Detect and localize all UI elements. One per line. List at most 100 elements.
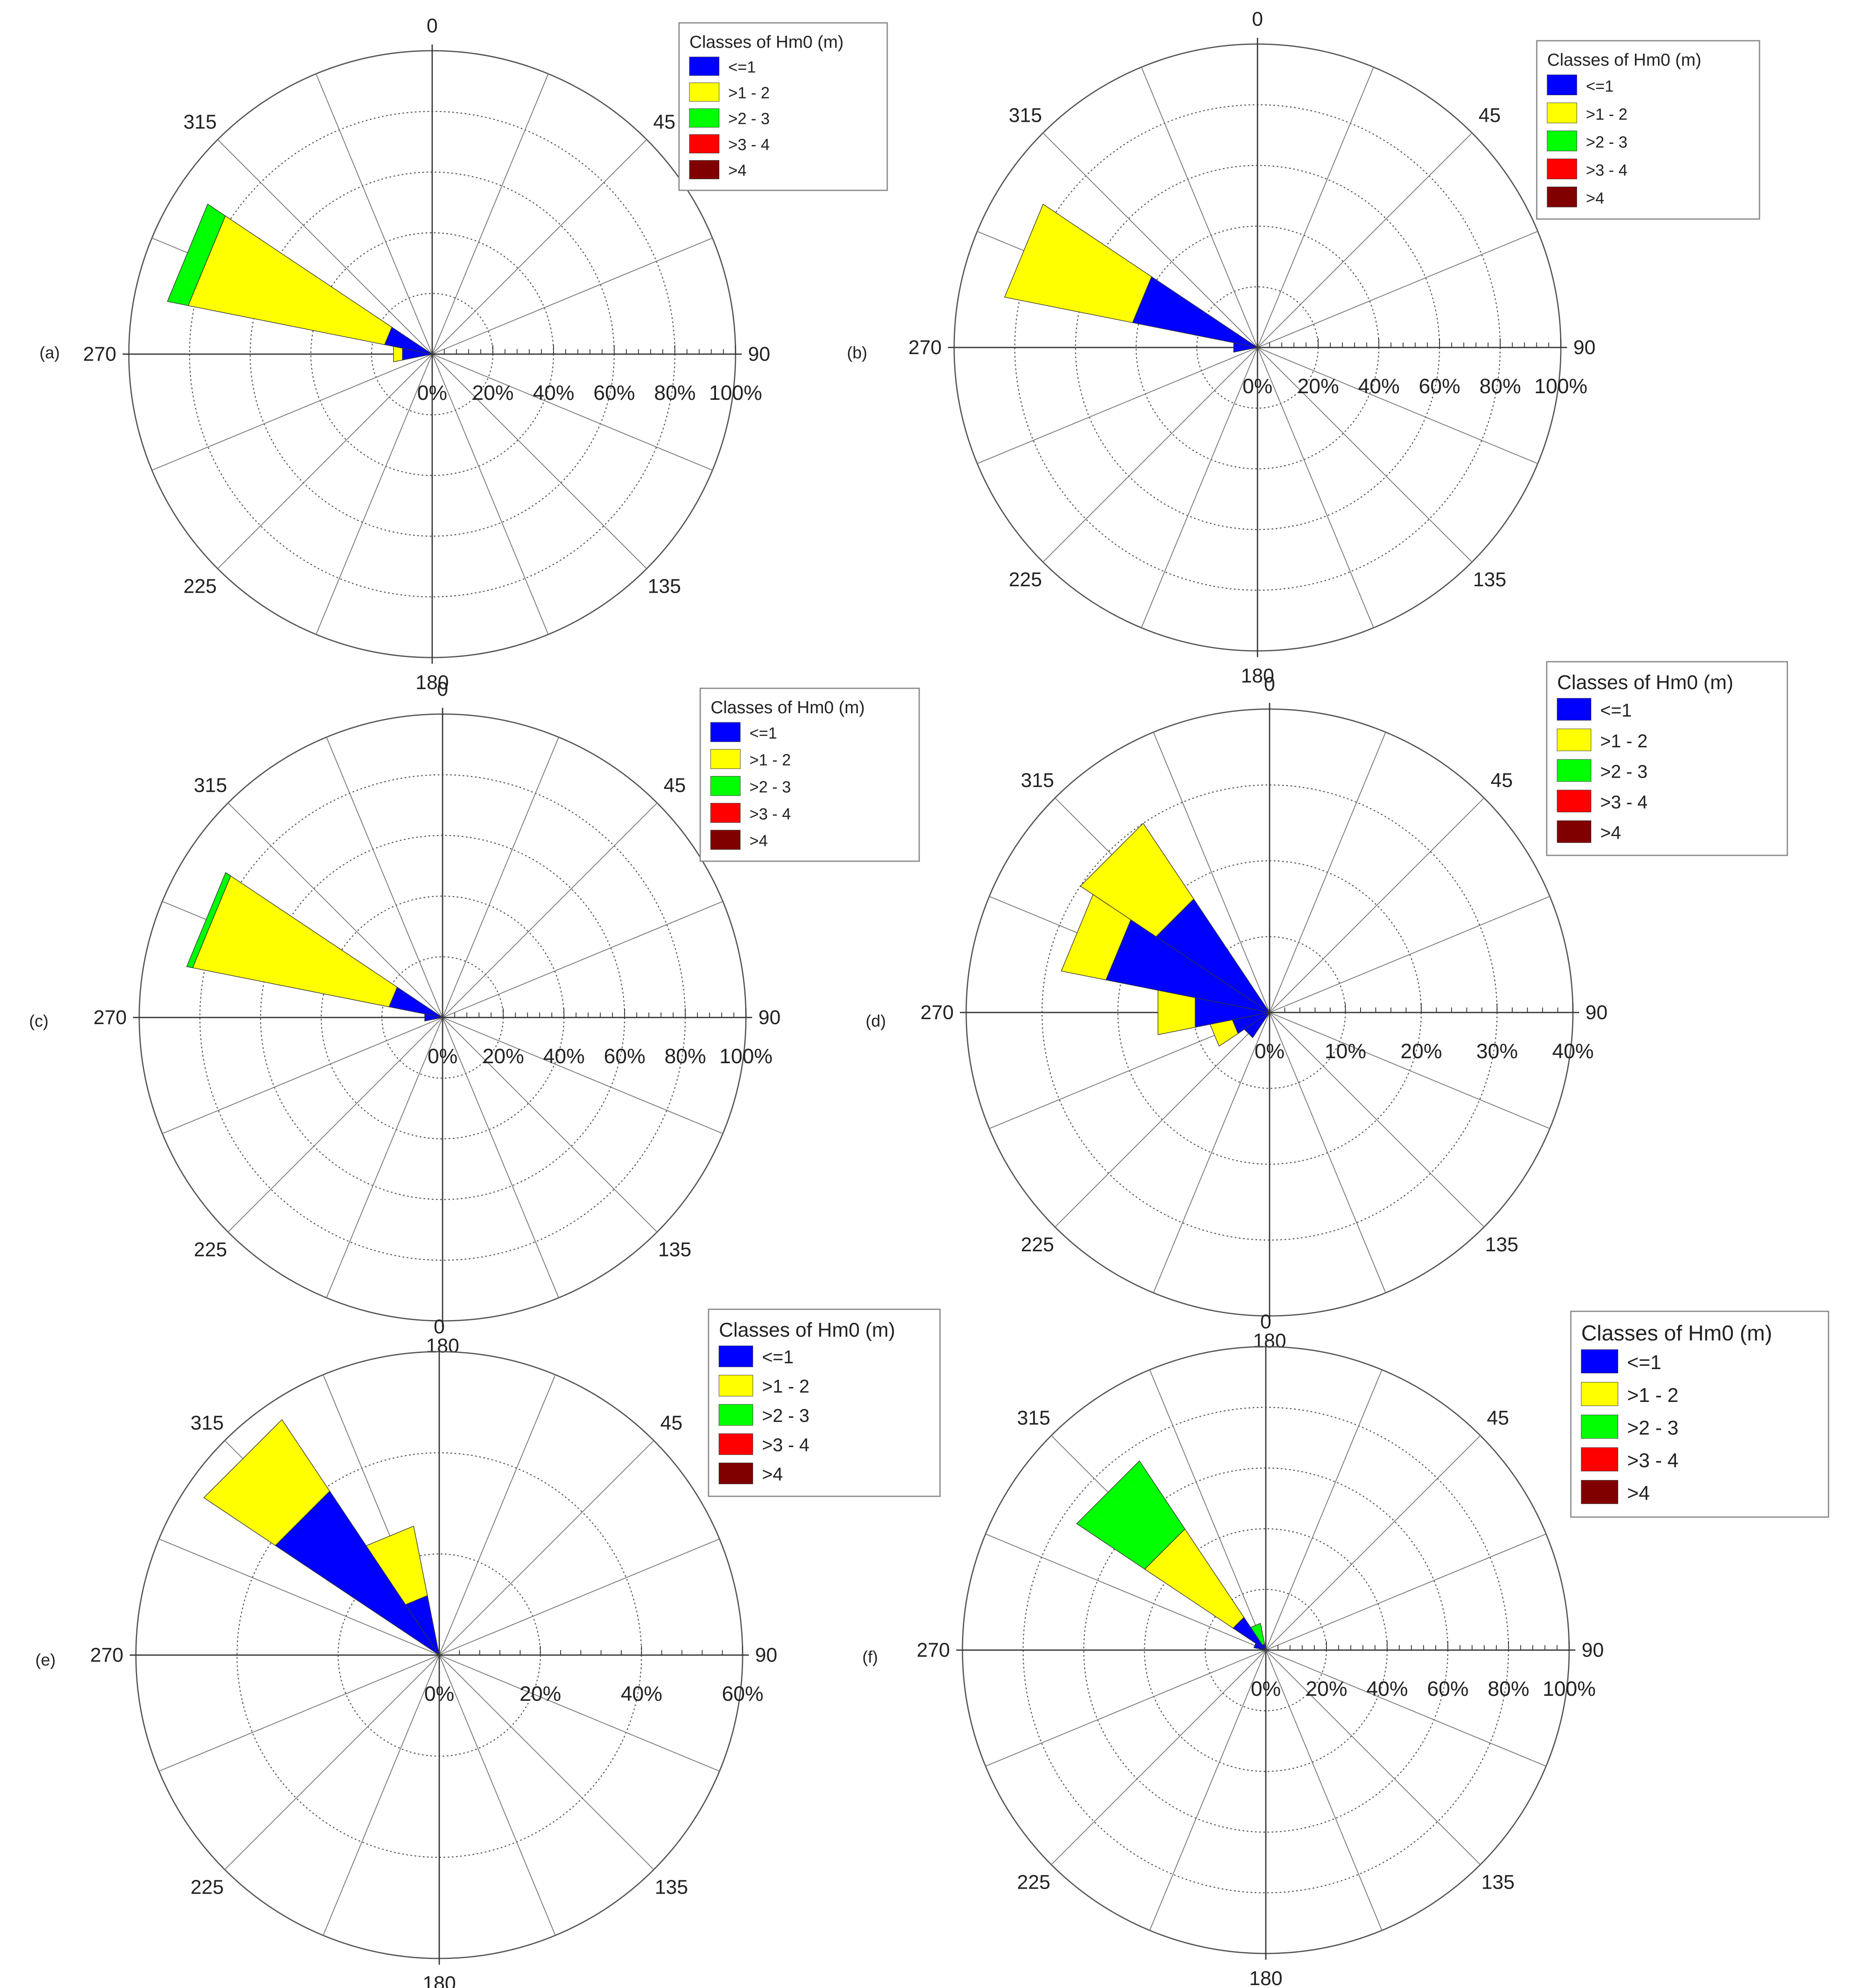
legend-title: Classes of Hm0 (m)	[1557, 672, 1733, 694]
rose-wedge-270-class-1	[424, 1013, 443, 1022]
grid-spoke	[162, 1017, 443, 1134]
grid-spoke	[1265, 1650, 1481, 1865]
grid-spoke	[1149, 1370, 1266, 1651]
grid-spoke	[1257, 133, 1472, 348]
legend-title: Classes of Hm0 (m)	[719, 1319, 895, 1341]
legend-label-4: >3 - 4	[1600, 792, 1648, 813]
direction-label-225: 225	[1017, 1872, 1050, 1894]
grid-spoke	[224, 1655, 440, 1870]
legend-swatch-4	[689, 134, 719, 153]
panel-label: (a)	[39, 344, 60, 362]
legend-label-5: >4	[728, 162, 746, 180]
legend-swatch-4	[1557, 790, 1592, 813]
legend-label-5: >4	[749, 832, 768, 850]
grid-spoke	[228, 803, 443, 1018]
grid-spoke	[1269, 732, 1386, 1013]
legend: Classes of Hm0 (m) <=1 >1 - 2 >2 - 3 >3 - 4 >…	[1570, 1311, 1829, 1518]
radial-tick-label: 60%	[1427, 1677, 1469, 1700]
legend-label-4: >3 - 4	[1586, 162, 1627, 180]
rose-wedge-292.5-class-2	[1061, 894, 1132, 980]
panel-label: (c)	[29, 1012, 49, 1030]
legend-label-5: >4	[1627, 1483, 1650, 1505]
legend-label-3: >2 - 3	[1600, 761, 1648, 782]
radial-tick-label: 40%	[1552, 1040, 1594, 1063]
direction-label-135: 135	[1481, 1872, 1515, 1894]
radial-tick-label: 40%	[533, 381, 574, 404]
legend-title: Classes of Hm0 (m)	[711, 697, 865, 717]
direction-label-45: 45	[664, 774, 686, 796]
legend-swatch-2	[710, 749, 741, 769]
direction-label-90: 90	[1582, 1639, 1604, 1661]
legend-swatch-3	[1557, 759, 1592, 782]
direction-label-0: 0	[434, 1316, 445, 1338]
legend-swatch-5	[1557, 820, 1592, 843]
legend-label-5: >4	[1600, 823, 1621, 843]
legend-label-4: >3 - 4	[749, 805, 791, 823]
direction-label-90: 90	[1585, 1002, 1607, 1024]
grid-spoke	[159, 1538, 440, 1655]
direction-label-45: 45	[1491, 769, 1513, 791]
radial-tick-label: 30%	[1476, 1040, 1518, 1063]
grid-spoke	[1257, 347, 1538, 464]
direction-label-225: 225	[194, 1239, 227, 1261]
legend-label-2: >1 - 2	[762, 1377, 810, 1397]
direction-label-135: 135	[1473, 569, 1506, 591]
grid-spoke	[1265, 1650, 1383, 1931]
direction-label-45: 45	[1487, 1407, 1509, 1429]
grid-spoke	[985, 1533, 1266, 1651]
rose-wedge-292.5-class-2	[187, 215, 392, 345]
grid-spoke	[432, 237, 713, 355]
radial-tick-label: 40%	[621, 1682, 662, 1705]
radial-tick-label: 40%	[1366, 1677, 1408, 1700]
legend-swatch-2	[1581, 1382, 1618, 1406]
legend-label-3: >2 - 3	[749, 778, 791, 796]
legend: Classes of Hm0 (m) <=1 >1 - 2 >2 - 3 >3 - 4 >…	[678, 22, 888, 191]
legend-swatch-1	[1547, 74, 1577, 96]
legend-title: Classes of Hm0 (m)	[689, 32, 844, 52]
grid-spoke	[985, 1650, 1266, 1767]
grid-spoke	[439, 1538, 720, 1655]
grid-spoke	[152, 354, 433, 471]
radial-tick-label: 0%	[417, 381, 447, 404]
legend-label-2: >1 - 2	[1586, 106, 1627, 123]
direction-label-45: 45	[1479, 104, 1501, 126]
legend-label-2: >1 - 2	[1600, 731, 1648, 751]
radial-tick-label: 20%	[519, 1682, 561, 1705]
legend-swatch-2	[1547, 102, 1577, 123]
grid-spoke	[326, 1017, 443, 1298]
grid-spoke	[326, 737, 443, 1018]
legend-swatch-1	[689, 57, 719, 76]
grid-spoke	[228, 1017, 443, 1232]
grid-spoke	[1257, 347, 1472, 562]
radial-tick-label: 0%	[1243, 374, 1272, 398]
legend-swatch-3	[689, 108, 719, 128]
grid-spoke	[1257, 231, 1538, 348]
rose-wedge-270-class-1	[1233, 342, 1258, 353]
grid-spoke	[315, 354, 433, 635]
grid-spoke	[315, 74, 433, 355]
direction-label-315: 315	[1017, 1407, 1050, 1429]
grid-spoke	[439, 1655, 654, 1870]
radial-tick-label: 20%	[1306, 1677, 1347, 1700]
grid-spoke	[1043, 347, 1258, 562]
radial-tick-label: 80%	[1479, 374, 1521, 398]
direction-label-0: 0	[437, 678, 448, 700]
direction-label-225: 225	[183, 576, 217, 598]
legend-label-3: >2 - 3	[762, 1406, 810, 1426]
rose-panel-3: 0 45 90 135 180 225 270 315 0% 20% 40% 60% 80% 100% (c…	[29, 678, 920, 1357]
rose-wedge-292.5-class-3	[167, 203, 226, 306]
legend-label-5: >4	[762, 1464, 783, 1485]
grid-spoke	[439, 1655, 556, 1936]
grid-spoke	[1265, 1370, 1383, 1651]
direction-label-315: 315	[183, 111, 217, 133]
panel-label: (e)	[35, 1651, 56, 1669]
direction-label-315: 315	[1009, 104, 1042, 126]
rose-panel-1: 0 45 90 135 180 225 270 315 0% 20% 40% 60% 80% 100% (a…	[39, 15, 888, 694]
radial-tick-label: 20%	[482, 1045, 524, 1068]
legend-swatch-3	[1547, 131, 1577, 151]
grid-spoke	[432, 354, 713, 471]
legend-swatch-5	[710, 830, 741, 850]
direction-label-180: 180	[423, 1973, 456, 1988]
rose-wedge-292.5-class-1	[1132, 276, 1258, 348]
